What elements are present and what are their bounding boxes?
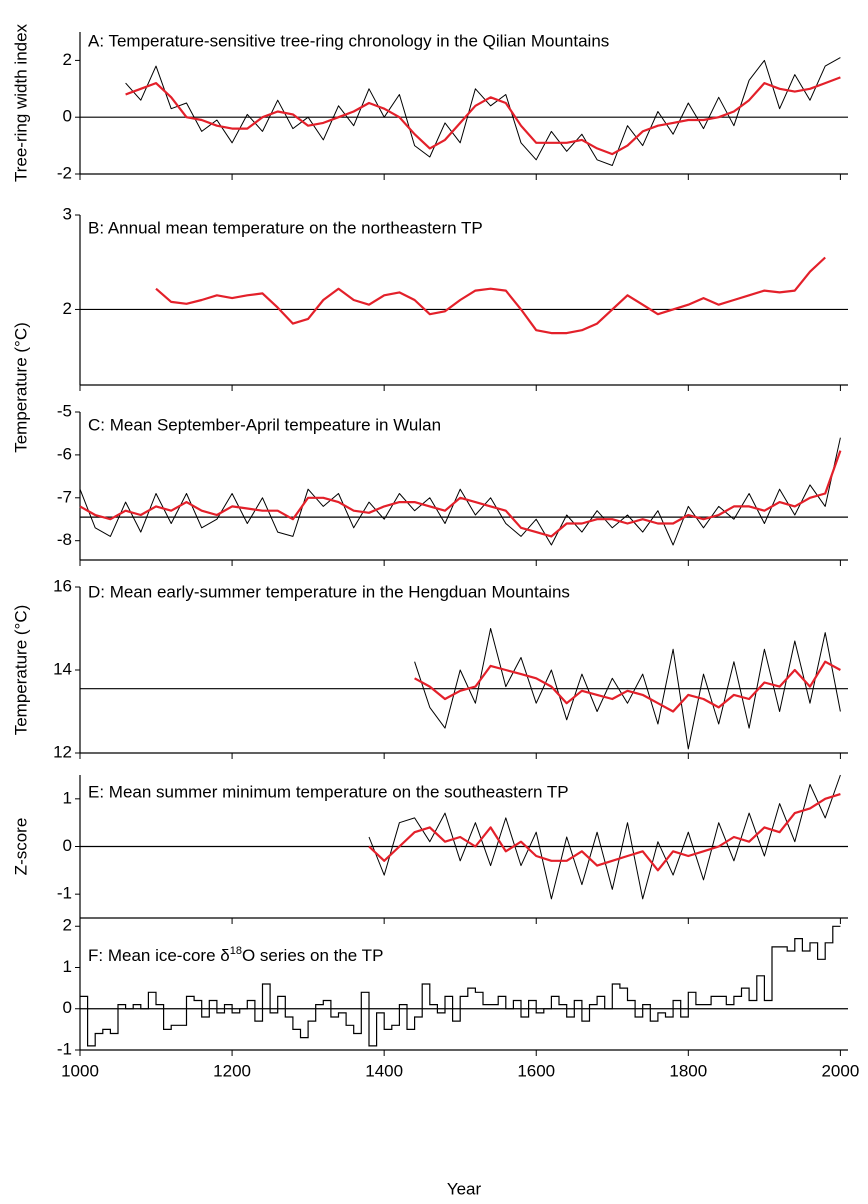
y-tick-label: -1 xyxy=(57,1039,72,1058)
panel: -8 -7 -6 -5 C: Mean September-April tempeatu… xyxy=(57,401,848,566)
panel-title: B: Annual mean temperature on the northe… xyxy=(88,218,483,237)
y-tick-label: -1 xyxy=(57,884,72,903)
series-line xyxy=(125,57,841,166)
y-axis-label: Temperature (°C) xyxy=(11,605,30,736)
panel: -2 0 2 A: Temperature-sensitive tree-ring c… xyxy=(11,23,848,182)
y-tick-label: 1 xyxy=(63,788,72,807)
y-tick-label: 12 xyxy=(53,742,72,761)
panel-title: C: Mean September-April tempeature in Wu… xyxy=(88,415,441,434)
series-line xyxy=(79,437,841,546)
y-tick-label: 16 xyxy=(53,576,72,595)
series-step xyxy=(80,925,841,1047)
y-tick-label: -8 xyxy=(57,530,72,549)
panel: 2 3 B: Annual mean temperature on the nort… xyxy=(11,204,848,453)
title-part: F: Mean ice-core δ xyxy=(88,946,230,965)
x-tick-label: 1600 xyxy=(517,1061,555,1080)
y-tick-label: 2 xyxy=(63,299,72,318)
x-tick-label: 1800 xyxy=(669,1061,707,1080)
y-axis-label: Temperature (°C) xyxy=(11,322,30,453)
series-line xyxy=(368,793,841,872)
panel-title: E: Mean summer minimum temperature on th… xyxy=(88,782,569,801)
y-tick-label: -6 xyxy=(57,444,72,463)
y-tick-label: -7 xyxy=(57,487,72,506)
series-line xyxy=(414,628,841,750)
x-tick-label: 1000 xyxy=(61,1061,99,1080)
y-tick-label: 1 xyxy=(63,957,72,976)
series-line xyxy=(79,450,842,538)
x-tick-label: 1400 xyxy=(365,1061,403,1080)
series-line xyxy=(414,660,841,713)
y-tick-label: 3 xyxy=(63,204,72,223)
x-tick-label: 2000 xyxy=(821,1061,859,1080)
y-tick-label: 0 xyxy=(63,998,72,1017)
y-axis-label: Tree-ring width index xyxy=(11,23,30,182)
panel-title: F: Mean ice-core δ18O series on the TP xyxy=(88,945,383,966)
panel-title: A: Temperature-sensitive tree-ring chron… xyxy=(88,31,609,50)
panel: 12 14 16 D: Mean early-summer temperature i… xyxy=(11,576,848,761)
series-line xyxy=(125,76,841,156)
y-axis-label: Z-score xyxy=(11,818,30,876)
panel: 1000 1200 1400 1600 1800 2000 -1 0 1 2 F: Mean ice… xyxy=(57,916,859,1199)
panel-title: D: Mean early-summer temperature in the … xyxy=(88,582,570,601)
y-tick-label: 2 xyxy=(63,916,72,935)
series-line xyxy=(368,774,841,900)
y-tick-label: 0 xyxy=(63,836,72,855)
title-part: 18 xyxy=(230,945,242,957)
y-tick-label: -5 xyxy=(57,401,72,420)
title-part: O series on the TP xyxy=(242,946,383,965)
y-tick-label: 14 xyxy=(53,659,72,678)
y-tick-label: 2 xyxy=(63,50,72,69)
y-tick-label: -2 xyxy=(57,163,72,182)
x-axis-label: Year xyxy=(447,1179,482,1198)
y-tick-label: 0 xyxy=(63,107,72,126)
series-line xyxy=(155,256,826,335)
panel: -1 0 1 E: Mean summer minimum temperature o… xyxy=(11,774,848,924)
x-tick-label: 1200 xyxy=(213,1061,251,1080)
